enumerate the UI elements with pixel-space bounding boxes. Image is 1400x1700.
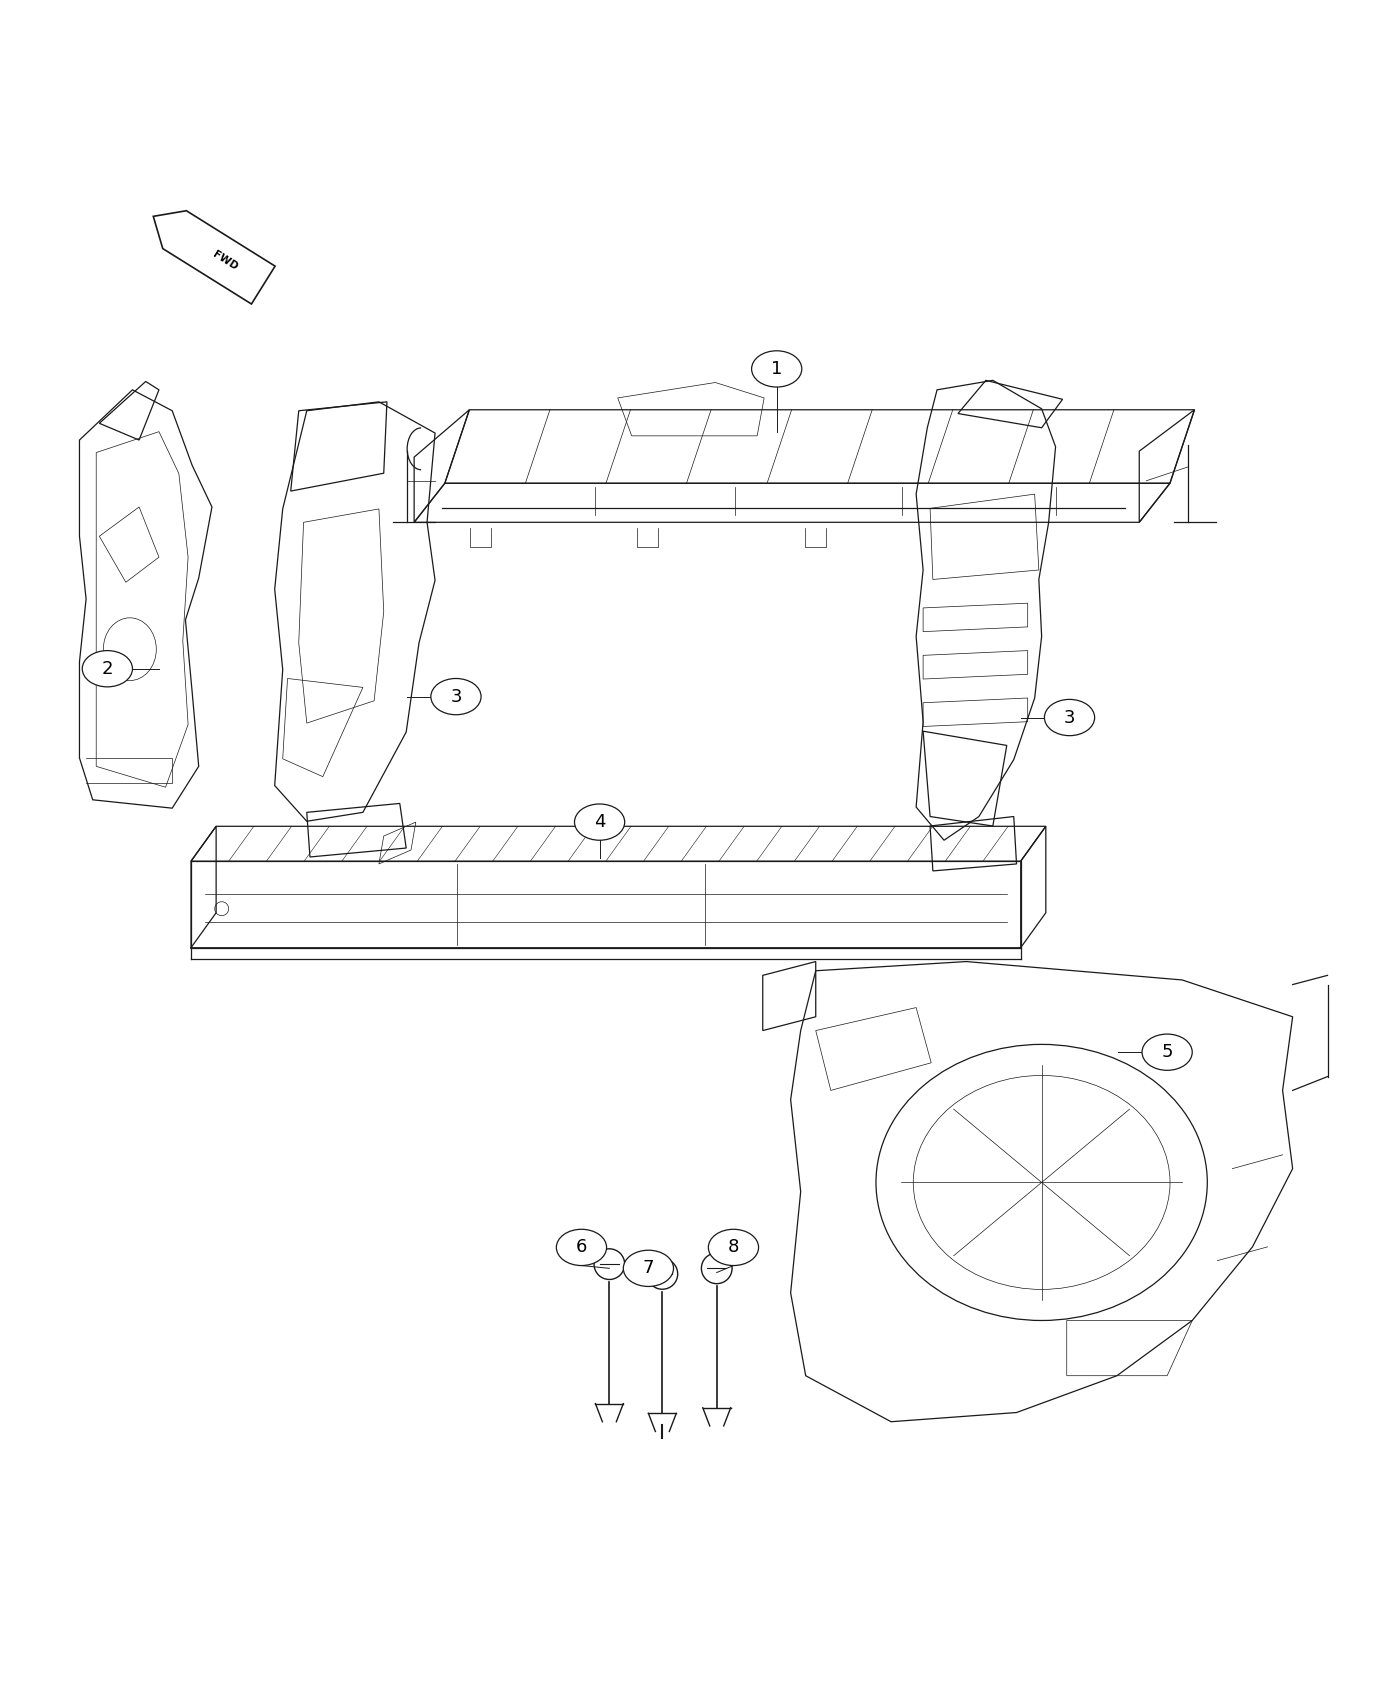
Text: 3: 3 (451, 687, 462, 706)
Text: 1: 1 (771, 360, 783, 377)
Ellipse shape (556, 1229, 606, 1265)
Text: 3: 3 (1064, 709, 1075, 726)
Ellipse shape (574, 804, 624, 840)
Ellipse shape (708, 1229, 759, 1265)
Text: 8: 8 (728, 1238, 739, 1256)
Ellipse shape (1044, 699, 1095, 736)
Ellipse shape (431, 678, 482, 714)
Text: 6: 6 (575, 1238, 587, 1256)
Ellipse shape (1142, 1034, 1193, 1071)
Ellipse shape (752, 350, 802, 388)
Ellipse shape (83, 651, 133, 687)
Text: FWD: FWD (210, 250, 239, 272)
Text: 4: 4 (594, 813, 605, 831)
Text: 5: 5 (1162, 1044, 1173, 1061)
Text: 2: 2 (102, 660, 113, 678)
Ellipse shape (623, 1250, 673, 1287)
Polygon shape (153, 211, 274, 304)
Text: 7: 7 (643, 1260, 654, 1277)
